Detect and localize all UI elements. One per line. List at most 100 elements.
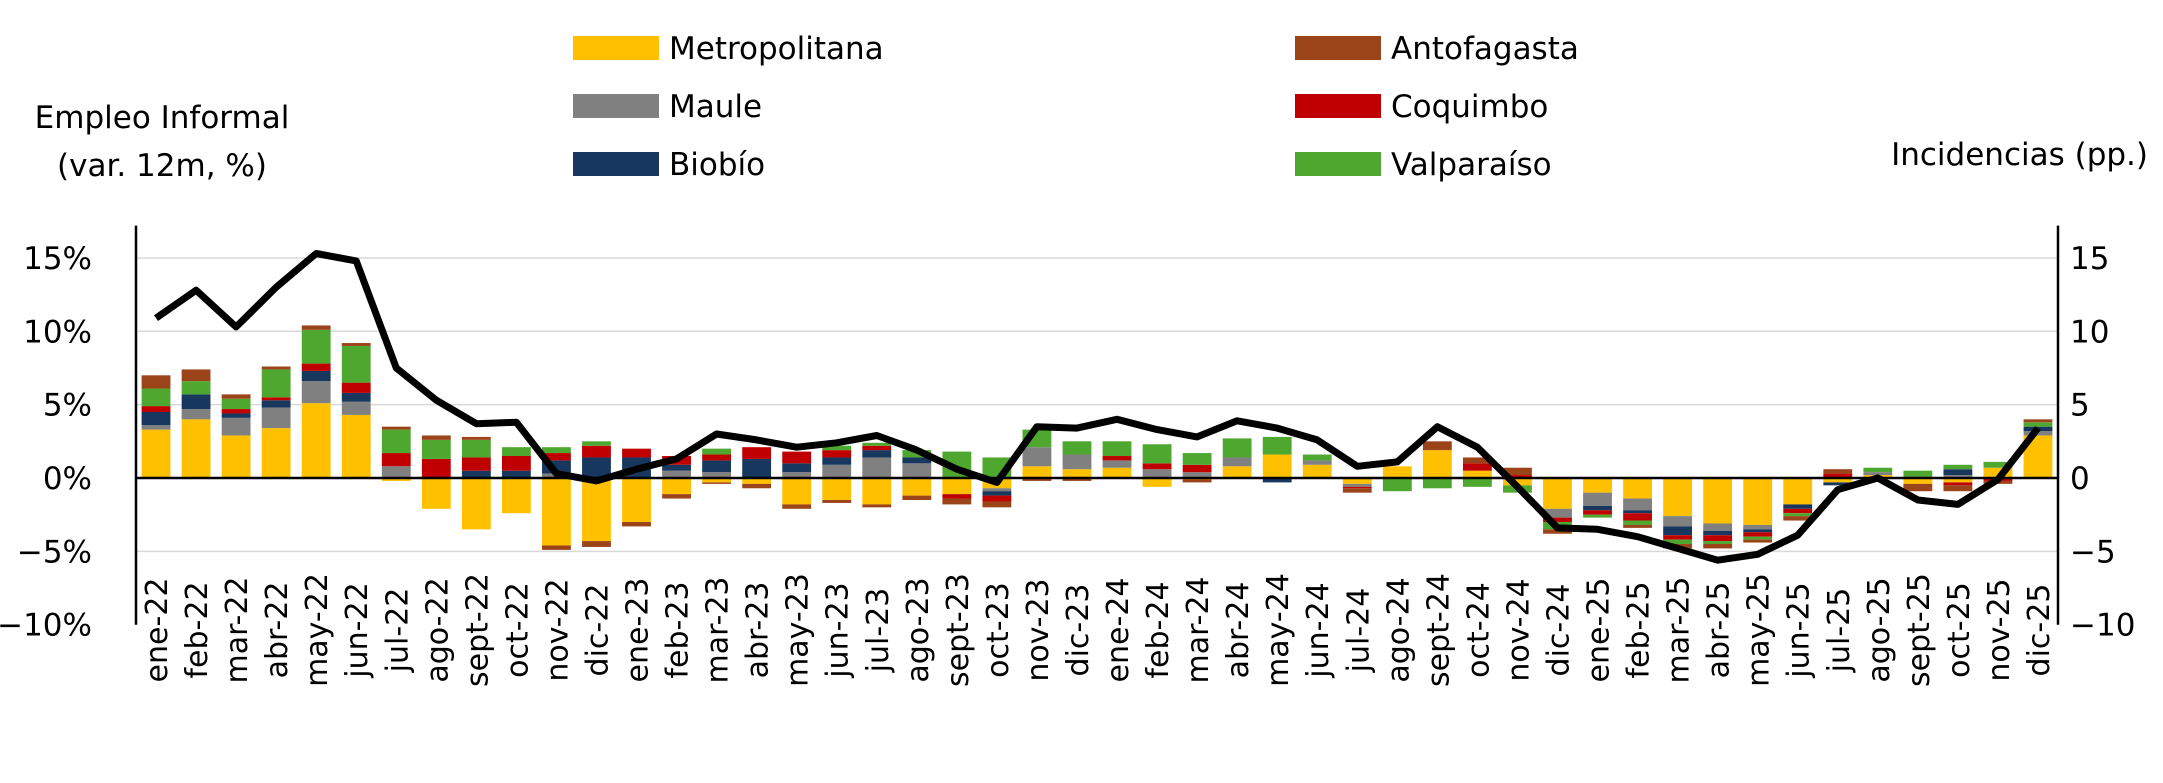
bar-biobo-oct-25 <box>1943 469 1973 476</box>
x-tick-label: jun-23 <box>821 582 856 678</box>
bar-coquimbo-jul-24 <box>1342 486 1372 489</box>
x-tick-label: sept-24 <box>1421 573 1456 687</box>
bar-biobo-abr-23 <box>742 458 772 478</box>
bar-antofagasta-dic-23 <box>1062 478 1092 481</box>
left-tick-label: 10% <box>23 314 92 350</box>
bar-metropolitana-dic-24 <box>1543 478 1572 509</box>
bar-biobo-may-22 <box>301 370 331 382</box>
bar-metropolitana-may-24 <box>1262 454 1292 478</box>
bar-coquimbo-jun-22 <box>341 382 371 393</box>
bar-metropolitana-jun-25 <box>1783 478 1813 505</box>
bar-valparaso-ago-24 <box>1382 478 1412 492</box>
bar-metropolitana-jul-23 <box>862 478 892 505</box>
bar-coquimbo-oct-22 <box>501 455 531 471</box>
legend-label: Antofagasta <box>1391 31 1579 67</box>
bar-valparaso-oct-22 <box>501 447 531 456</box>
x-tick-label: dic-24 <box>1541 584 1576 677</box>
bar-biobo-abr-22 <box>261 400 291 408</box>
legend-label: Metropolitana <box>669 31 884 67</box>
bar-valparaso-abr-22 <box>261 369 291 398</box>
bar-biobo-jul-23 <box>862 450 892 458</box>
bar-valparaso-may-25 <box>1743 536 1773 540</box>
bar-metropolitana-abr-22 <box>261 428 291 478</box>
x-tick-label: may-23 <box>781 573 816 687</box>
bar-antofagasta-sept-22 <box>461 436 491 440</box>
bar-valparaso-jun-23 <box>822 445 852 451</box>
bar-coquimbo-mar-23 <box>702 454 732 461</box>
bar-metropolitana-ene-23 <box>622 478 651 523</box>
left-tick-label: −5% <box>17 534 92 570</box>
bar-metropolitana-mar-25 <box>1663 478 1693 517</box>
x-tick-label: jun-24 <box>1301 582 1336 678</box>
bar-coquimbo-mar-25 <box>1663 535 1693 540</box>
bar-antofagasta-oct-23 <box>982 501 1012 508</box>
bar-biobo-dic-22 <box>582 457 611 478</box>
line-series <box>154 250 2041 564</box>
bar-antofagasta-sept-24 <box>1422 441 1452 451</box>
bar-coquimbo-ene-23 <box>622 448 651 458</box>
bar-maule-jun-24 <box>1302 460 1332 465</box>
bar-antofagasta-jun-25 <box>1783 516 1813 521</box>
bar-valparaso-may-24 <box>1262 436 1292 455</box>
legend-swatch-antofagasta <box>1295 36 1381 60</box>
legend-swatch-valparaso <box>1295 152 1381 176</box>
legend-label: Coquimbo <box>1391 89 1548 125</box>
bar-valparaso-dic-22 <box>582 441 611 446</box>
bar-maule-ene-25 <box>1583 492 1612 506</box>
bar-antofagasta-nov-22 <box>542 545 571 550</box>
bar-antofagasta-feb-23 <box>662 494 691 499</box>
bar-metropolitana-mar-23 <box>702 478 732 483</box>
bar-valparaso-dic-25 <box>2023 422 2053 427</box>
bar-coquimbo-ago-22 <box>421 458 451 478</box>
bar-metropolitana-abr-24 <box>1222 466 1252 478</box>
x-tick-label: oct-25 <box>1942 582 1977 678</box>
bar-biobo-ago-23 <box>902 457 932 464</box>
legend-swatch-metropolitana <box>573 36 659 60</box>
x-tick-label: mar-23 <box>701 576 736 683</box>
axes <box>134 225 2060 625</box>
bar-metropolitana-feb-22 <box>181 419 211 478</box>
x-tick-label: abr-22 <box>260 582 295 679</box>
bar-coquimbo-jul-22 <box>381 453 411 467</box>
bar-valparaso-oct-24 <box>1462 478 1492 487</box>
left-tick-label: 0% <box>43 461 92 497</box>
bar-maule-mar-25 <box>1663 516 1693 527</box>
bar-metropolitana-feb-24 <box>1142 478 1172 487</box>
x-tick-label: jul-24 <box>1341 588 1376 674</box>
bar-valparaso-ene-24 <box>1102 441 1132 456</box>
legend-swatch-coquimbo <box>1295 94 1381 118</box>
bar-antofagasta-may-25 <box>1743 539 1773 543</box>
bar-antofagasta-feb-25 <box>1623 524 1652 528</box>
legend-swatch-biobo <box>573 152 659 176</box>
x-tick-labels: ene-22 feb-22 mar-22 abr-22 may-22 jun-22 jul-… <box>140 573 2057 687</box>
x-tick-label: dic-25 <box>2022 584 2057 677</box>
legend-label: Biobío <box>669 147 765 183</box>
bar-valparaso-nov-22 <box>542 447 571 454</box>
left-tick-label: −10% <box>0 608 92 644</box>
bar-antofagasta-sept-25 <box>1903 483 1933 492</box>
bar-biobo-jun-22 <box>341 392 371 402</box>
bar-coquimbo-abr-25 <box>1703 535 1733 542</box>
bar-maule-mar-24 <box>1182 472 1212 478</box>
bar-maule-ene-22 <box>141 425 171 430</box>
bar-metropolitana-sept-23 <box>942 478 972 495</box>
bar-valparaso-jun-25 <box>1783 513 1813 517</box>
right-axis-label: Incidencias (pp.) <box>1891 137 2148 173</box>
bar-valparaso-mar-24 <box>1182 453 1212 465</box>
bar-antofagasta-feb-22 <box>181 369 211 382</box>
bar-antofagasta-mar-22 <box>221 394 251 399</box>
bar-biobo-mar-25 <box>1663 526 1693 536</box>
bar-maule-ene-24 <box>1102 460 1132 468</box>
bar-biobo-jun-25 <box>1783 504 1813 509</box>
bar-antofagasta-mar-24 <box>1182 479 1212 483</box>
bar-valparaso-sept-22 <box>461 439 491 458</box>
bar-metropolitana-feb-25 <box>1623 478 1652 499</box>
bar-metropolitana-sept-22 <box>461 478 491 530</box>
bar-valparaso-sept-25 <box>1903 470 1933 477</box>
legend-label: Maule <box>669 89 762 125</box>
x-tick-label: jul-25 <box>1822 588 1857 674</box>
bar-biobo-ene-22 <box>141 411 171 426</box>
bar-metropolitana-jun-22 <box>341 414 371 478</box>
bar-metropolitana-sept-24 <box>1422 450 1452 478</box>
bar-biobo-oct-23 <box>982 491 1012 496</box>
